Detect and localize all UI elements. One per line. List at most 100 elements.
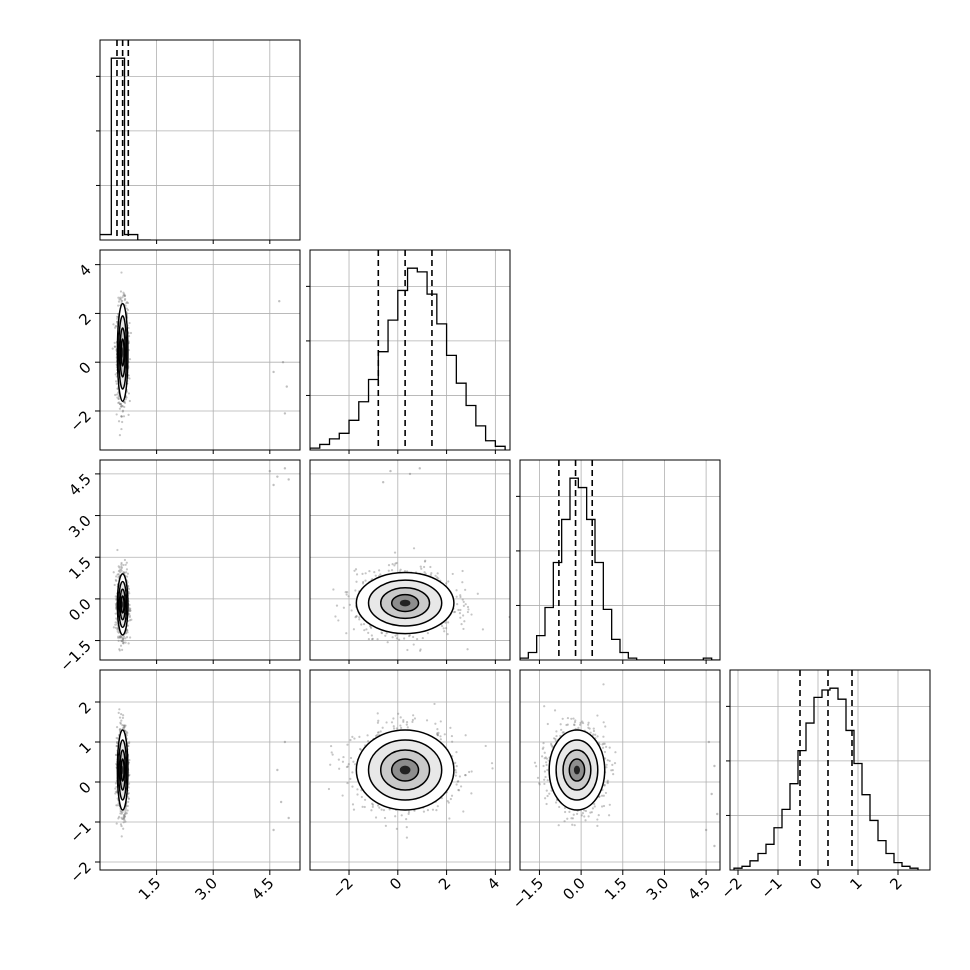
scatter-point (408, 635, 411, 638)
scatter-point (122, 726, 126, 729)
scatter-point (125, 730, 128, 734)
scatter-point (451, 572, 454, 576)
scatter-point (123, 815, 126, 818)
scatter-point (346, 591, 349, 594)
scatter-point (454, 761, 457, 764)
scatter-point (121, 638, 125, 642)
outlier-point (272, 370, 275, 374)
scatter-point (124, 812, 127, 815)
scatter-point (462, 604, 465, 607)
scatter-point (117, 397, 120, 400)
scatter-point (120, 636, 123, 639)
scatter-point (116, 628, 119, 631)
scatter-point (124, 637, 127, 640)
scatter-point (123, 299, 126, 302)
scatter-point (430, 572, 433, 575)
panel-frame (309, 249, 511, 451)
scatter-point (348, 603, 351, 606)
scatter-point (466, 605, 470, 609)
scatter-point (447, 621, 450, 624)
scatter-point (360, 623, 363, 626)
scatter-point (124, 563, 127, 566)
scatter-point (123, 815, 126, 819)
histogram-panel (100, 40, 300, 240)
scatter-point (118, 636, 122, 639)
scatter-point (412, 635, 415, 639)
scatter-point (423, 560, 427, 563)
scatter-point (363, 629, 366, 632)
scatter-point (118, 636, 121, 639)
scatter-point (447, 580, 450, 583)
scatter-point (117, 296, 120, 299)
scatter-point (112, 571, 115, 574)
scatter-point (412, 547, 416, 550)
contour-line (120, 338, 125, 367)
scatter-point (353, 737, 356, 740)
scatter-point (119, 728, 122, 731)
scatter-point (461, 569, 464, 573)
scatter-point (124, 820, 127, 823)
scatter-point (442, 627, 445, 630)
scatter-point (123, 558, 127, 562)
scatter-point (121, 410, 124, 413)
scatter-point (122, 821, 125, 824)
scatter-point (369, 625, 372, 628)
scatter-point (115, 413, 118, 416)
scatter-point (423, 571, 426, 574)
scatter-point (125, 631, 128, 635)
scatter-point (355, 615, 358, 618)
scatter-point (345, 765, 349, 769)
scatter-point (345, 593, 348, 596)
scatter-point (120, 415, 123, 418)
scatter-point (126, 631, 129, 634)
scatter-point (462, 614, 465, 617)
outlier-point (283, 467, 287, 470)
scatter-point (112, 323, 115, 326)
scatter-point (362, 622, 366, 626)
scatter-point (119, 635, 122, 638)
panel-frame (519, 459, 721, 661)
scatter-point (434, 574, 437, 577)
outlier-point (283, 412, 287, 415)
scatter-point (445, 582, 448, 585)
scatter-point (119, 635, 122, 638)
scatter-point (127, 413, 130, 416)
scatter-point (125, 575, 129, 578)
scatter-point (367, 637, 370, 641)
scatter-point (124, 812, 127, 815)
scatter-point (116, 315, 119, 318)
scatter-point (128, 614, 131, 617)
scatter-point (461, 598, 464, 601)
scatter-point (441, 624, 444, 628)
scatter-point (117, 631, 120, 634)
scatter-point (436, 572, 439, 575)
scatter-point (376, 731, 380, 734)
density-fill (122, 347, 124, 358)
scatter-point (123, 405, 126, 409)
scatter-point (366, 734, 369, 737)
scatter-point (470, 613, 473, 616)
scatter-point (371, 805, 374, 808)
scatter-point (114, 393, 117, 397)
scatter-point (120, 835, 123, 838)
scatter-point (122, 818, 125, 821)
scatter-point (446, 633, 449, 636)
scatter-point (380, 808, 383, 811)
scatter-point (122, 714, 125, 717)
scatter-point (347, 595, 350, 598)
scatter-point (362, 580, 365, 584)
scatter-point (118, 649, 121, 652)
scatter-point (395, 727, 398, 730)
scatter-point (117, 817, 120, 820)
scatter-point (123, 815, 126, 818)
scatter-point (464, 603, 467, 606)
scatter-point (123, 813, 126, 816)
scatter-point (116, 387, 119, 390)
scatter-point (114, 612, 117, 615)
scatter-point (120, 299, 124, 303)
scatter-point (405, 818, 408, 821)
scatter-point (120, 635, 123, 639)
scatter-point (116, 627, 119, 630)
scatter-point (122, 637, 125, 640)
scatter-point (117, 635, 120, 638)
